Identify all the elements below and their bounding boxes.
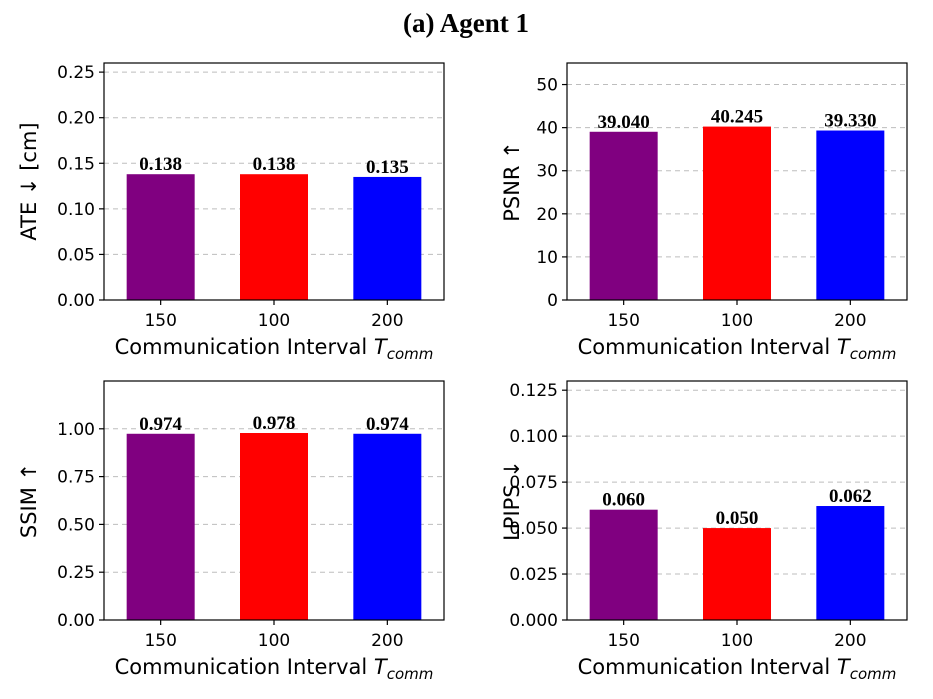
data-label: 0.060 (602, 490, 645, 511)
data-label: 40.245 (711, 107, 763, 128)
x-axis-label-sub: comm (387, 665, 434, 683)
x-tick-label: 200 (834, 311, 866, 331)
y-axis-label: PSNR ↑ (500, 141, 524, 222)
plot-frame (566, 380, 908, 621)
y-tick-label: 40 (536, 119, 558, 139)
x-axis-label-var: T (837, 335, 852, 359)
x-tick-label: 200 (371, 311, 403, 331)
bar-200 (353, 176, 422, 300)
plot-frame (566, 62, 908, 301)
x-tick-label: 200 (834, 631, 866, 651)
bar-150 (126, 433, 195, 620)
x-tick-label: 150 (607, 311, 639, 331)
y-tick-label: 0.25 (57, 63, 95, 83)
x-axis-label: Communication Interval Tcomm (578, 335, 897, 363)
x-tick-label: 200 (371, 631, 403, 651)
y-tick-label: 0.00 (57, 291, 95, 311)
y-tick-label: 0.125 (509, 381, 558, 401)
y-tick-label: 0.100 (509, 427, 558, 447)
y-tick-label: 10 (536, 248, 558, 268)
y-tick-label: 0.050 (509, 519, 558, 539)
y-tick-label: 0.025 (509, 565, 558, 585)
data-label: 0.974 (366, 414, 409, 435)
x-tick-label: 150 (607, 631, 639, 651)
y-tick-label: 0 (547, 291, 558, 311)
x-tick-label: 150 (144, 631, 176, 651)
y-tick-label: 0.20 (57, 109, 95, 129)
chart-lpips: 0.000 0.025 0.050 0.075 0.100 0.125 0.060 150 0.… (500, 380, 908, 683)
data-label: 0.138 (139, 154, 182, 175)
bar-100 (240, 174, 308, 300)
bar-200 (353, 433, 422, 620)
y-tick-label: 20 (536, 205, 558, 225)
y-axis-label: SSIM ↑ (17, 463, 41, 538)
y-tick-label: 0.000 (509, 611, 558, 631)
x-axis-label-var: T (374, 655, 389, 679)
y-tick-label: 0.00 (57, 611, 95, 631)
x-axis-label-text: Communication Interval (115, 335, 374, 359)
y-axis-label: LPIPS ↓ (500, 460, 524, 541)
y-tick-label: 0.15 (57, 154, 95, 174)
plot-frame (103, 62, 445, 301)
data-label: 0.138 (253, 154, 296, 175)
x-axis-label-text: Communication Interval (578, 655, 837, 679)
chart-ate: 0.00 0.05 0.10 0.15 0.20 0.25 0.138 150 0.138 100… (17, 62, 445, 363)
x-axis-label-text: Communication Interval (115, 655, 374, 679)
data-label: 0.135 (366, 157, 409, 178)
bar-200 (816, 506, 885, 620)
y-tick-label: 0.75 (57, 468, 95, 488)
plot-frame (103, 380, 445, 621)
chart-psnr: 0 10 20 30 40 50 39.040 150 40.245 100 39.330 200 Co… (500, 62, 908, 363)
x-axis-label-sub: comm (387, 345, 434, 363)
x-tick-label: 100 (721, 311, 753, 331)
x-tick-label: 100 (721, 631, 753, 651)
y-tick-label: 0.50 (57, 515, 95, 535)
bar-100 (703, 528, 771, 620)
x-axis-label-text: Communication Interval (578, 335, 837, 359)
data-label: 39.330 (824, 111, 876, 132)
x-axis-label-var: T (374, 335, 389, 359)
y-tick-label: 0.10 (57, 200, 95, 220)
x-axis-label-var: T (837, 655, 852, 679)
x-axis-label-sub: comm (850, 665, 897, 683)
bar-150 (126, 174, 195, 300)
charts-container: 0.000.050.100.150.200.250.1381500.138100… (17, 62, 908, 683)
y-tick-label: 0.25 (57, 563, 95, 583)
bar-150 (589, 131, 658, 300)
bar-200 (816, 130, 885, 300)
data-label: 0.978 (253, 413, 296, 434)
bar-100 (240, 433, 308, 620)
y-tick-label: 50 (536, 76, 558, 96)
y-axis-label: ATE ↓ [cm] (17, 122, 41, 240)
x-axis-label: Communication Interval Tcomm (115, 335, 434, 363)
x-tick-label: 100 (258, 311, 290, 331)
y-tick-label: 30 (536, 162, 558, 182)
x-axis-label: Communication Interval Tcomm (578, 655, 897, 683)
data-label: 39.040 (598, 112, 650, 133)
figure-title: (a) Agent 1 (403, 8, 529, 38)
x-tick-label: 150 (144, 311, 176, 331)
data-label: 0.050 (716, 508, 759, 529)
y-tick-label: 0.075 (509, 473, 558, 493)
x-tick-label: 100 (258, 631, 290, 651)
data-label: 0.062 (829, 486, 872, 507)
y-tick-label: 1.00 (57, 420, 95, 440)
bar-150 (589, 509, 658, 620)
x-axis-label: Communication Interval Tcomm (115, 655, 434, 683)
bar-100 (703, 126, 771, 301)
y-tick-label: 0.05 (57, 245, 95, 265)
x-axis-label-sub: comm (850, 345, 897, 363)
data-label: 0.974 (139, 414, 182, 435)
chart-ssim: 0.00 0.25 0.50 0.75 1.00 0.974 150 0.978 100 0.97… (17, 380, 445, 683)
